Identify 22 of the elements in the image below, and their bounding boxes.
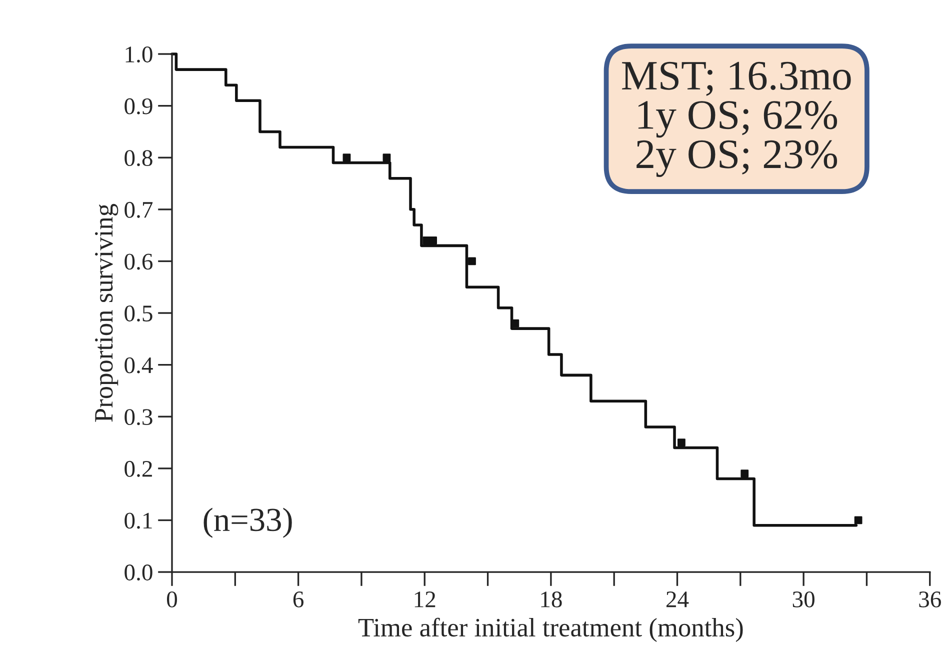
y-tick-label: 0.6 bbox=[124, 254, 153, 270]
x-tick-label: 0 bbox=[166, 591, 177, 608]
y-tick-label: 0.5 bbox=[124, 306, 152, 322]
x-tick-label: 30 bbox=[792, 591, 814, 608]
x-tick-label: 18 bbox=[541, 591, 562, 608]
annotation: (n=33) bbox=[204, 508, 292, 538]
y-tick-label: 0.9 bbox=[124, 98, 152, 114]
y-axis-title: Proportion surviving bbox=[95, 204, 118, 422]
y-tick-label: 0.3 bbox=[124, 409, 152, 426]
y-tick-label: 0.1 bbox=[124, 512, 152, 529]
x-tick-label: 36 bbox=[919, 592, 941, 608]
x-tick-label: 24 bbox=[666, 592, 689, 608]
y-tick-label: 0.0 bbox=[124, 564, 152, 581]
y-tick-label: 0.2 bbox=[124, 460, 152, 477]
annotation: MST; 16.3mo 1y OS; 62% 2y OS; 23% bbox=[622, 62, 851, 178]
x-tick-label: 6 bbox=[293, 592, 304, 608]
y-tick-label: 0.7 bbox=[124, 202, 153, 218]
y-tick-label: 0.4 bbox=[124, 357, 153, 374]
x-axis-title: Time after initial treatment (months) bbox=[358, 618, 743, 642]
y-tick-label: 1.0 bbox=[126, 46, 152, 63]
x-tick-label: 12 bbox=[414, 592, 436, 608]
y-tick-label: 0.8 bbox=[124, 150, 152, 166]
